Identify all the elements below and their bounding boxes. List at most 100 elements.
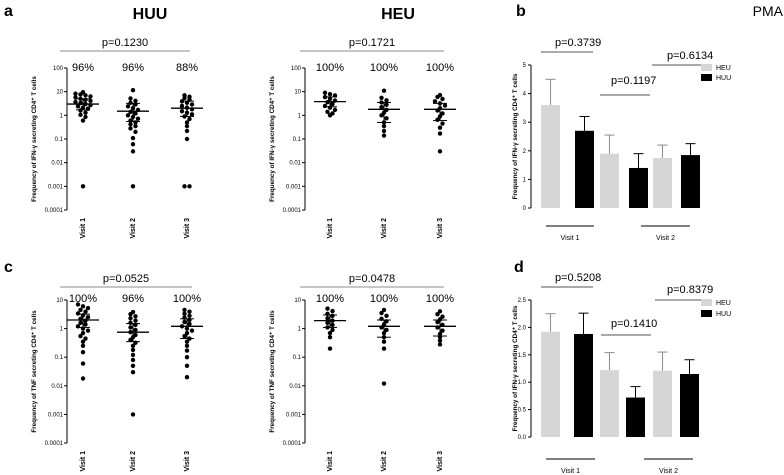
- data-point: [80, 339, 86, 344]
- data-point: [130, 363, 136, 369]
- data-point: [133, 318, 138, 323]
- data-point: [130, 184, 136, 189]
- pvalue-label: p=0.6134: [667, 50, 713, 62]
- data-point: [130, 343, 136, 349]
- data-point: [83, 114, 88, 120]
- pvalue-label: p=0.1410: [611, 318, 657, 330]
- panel-letter-b: b: [516, 3, 526, 20]
- y-tick-label: 0.01: [51, 384, 63, 390]
- data-point: [80, 361, 86, 366]
- data-point: [384, 116, 389, 121]
- data-point: [381, 88, 387, 93]
- y-tick-label: 0.1: [55, 137, 64, 143]
- x-tick-label: Visit 2: [381, 451, 388, 472]
- y-tick-label: 2.0: [518, 325, 527, 331]
- data-point: [179, 103, 185, 109]
- data-point: [189, 102, 195, 107]
- data-point: [381, 381, 387, 386]
- y-tick-label: 1: [298, 113, 302, 119]
- y-axis-label: Frequency of IFN-γ secreting CD4⁺ T cell…: [512, 73, 519, 199]
- data-point: [80, 343, 86, 349]
- pvalue-label: p=0.1230: [102, 37, 148, 49]
- data-point: [437, 342, 443, 347]
- data-point: [327, 330, 333, 336]
- data-point: [125, 113, 131, 118]
- y-tick-label: 0.01: [289, 161, 301, 167]
- data-point: [437, 338, 443, 343]
- group-label: Visit 1: [561, 468, 580, 475]
- data-point: [322, 90, 328, 95]
- data-point: [130, 142, 136, 147]
- group-label: Visit 1: [561, 235, 580, 242]
- pvalue-label: p=0.0525: [103, 273, 149, 285]
- data-point: [128, 337, 133, 343]
- data-point: [88, 98, 93, 104]
- panel-letter-a-text: a: [4, 3, 13, 20]
- bar-heu: [600, 153, 619, 208]
- legend-label: HUU: [716, 75, 731, 82]
- data-point: [128, 96, 133, 101]
- data-point: [187, 321, 192, 327]
- data-point: [73, 91, 78, 96]
- data-point: [80, 330, 86, 336]
- data-point: [184, 339, 190, 344]
- data-point: [325, 316, 330, 321]
- percentage-label: 100%: [370, 293, 398, 305]
- legend-swatch-heu: [701, 64, 712, 71]
- data-point: [128, 122, 133, 127]
- data-point: [322, 103, 328, 109]
- percentage-label: 100%: [426, 62, 454, 74]
- panel-a-huu: 100 10 1 0.1 0.01 0.001 0.0001 Frequency of IFN…: [31, 37, 203, 239]
- data-point: [184, 363, 190, 369]
- bar-huu: [680, 373, 699, 437]
- data-point: [83, 93, 88, 98]
- data-point: [189, 328, 195, 333]
- y-tick-label: 1: [60, 113, 64, 119]
- data-point: [184, 128, 190, 134]
- data-point: [184, 343, 190, 349]
- x-tick-label: Visit 2: [130, 218, 137, 239]
- data-point: [327, 346, 333, 351]
- y-tick-label: 10: [56, 298, 63, 304]
- y-tick-label: 1: [60, 327, 64, 333]
- data-point: [327, 335, 333, 340]
- y-tick-label: 0.0: [518, 435, 527, 441]
- data-point: [184, 123, 190, 129]
- data-point: [442, 103, 448, 108]
- data-point: [332, 107, 338, 113]
- data-point: [330, 327, 335, 333]
- bar-heu: [600, 370, 619, 437]
- data-point: [182, 95, 187, 101]
- y-tick-label: 3: [523, 120, 527, 126]
- pvalue-label: p=0.1197: [611, 75, 656, 87]
- data-point: [440, 328, 445, 333]
- data-point: [83, 309, 88, 314]
- percentage-label: 96%: [122, 62, 144, 74]
- data-point: [130, 88, 136, 93]
- data-point: [130, 352, 136, 358]
- data-point: [133, 102, 138, 107]
- x-tick-label: Visit 1: [327, 218, 334, 239]
- panel-letter-a: a: [4, 3, 13, 20]
- pvalue-label: p=0.3739: [555, 37, 601, 49]
- y-tick-label: 0.01: [51, 161, 63, 167]
- data-point: [73, 99, 78, 105]
- y-tick-label: 10: [56, 90, 63, 96]
- x-tick-label: Visit 2: [381, 218, 388, 239]
- data-point: [75, 104, 81, 109]
- y-tick-label: 0.001: [286, 184, 302, 190]
- percentage-label: 100%: [370, 62, 398, 74]
- y-tick-label: 1: [298, 327, 302, 333]
- data-point: [130, 149, 136, 154]
- data-point: [330, 308, 335, 314]
- bar-heu: [541, 105, 560, 208]
- x-tick-label: Visit 3: [437, 218, 444, 239]
- y-tick-label: 2: [523, 149, 527, 155]
- data-point: [78, 307, 83, 313]
- data-point: [184, 355, 190, 360]
- y-tick-label: 100: [291, 66, 302, 72]
- y-tick-label: 1.0: [518, 380, 527, 386]
- data-point: [187, 184, 192, 189]
- data-point: [440, 111, 445, 116]
